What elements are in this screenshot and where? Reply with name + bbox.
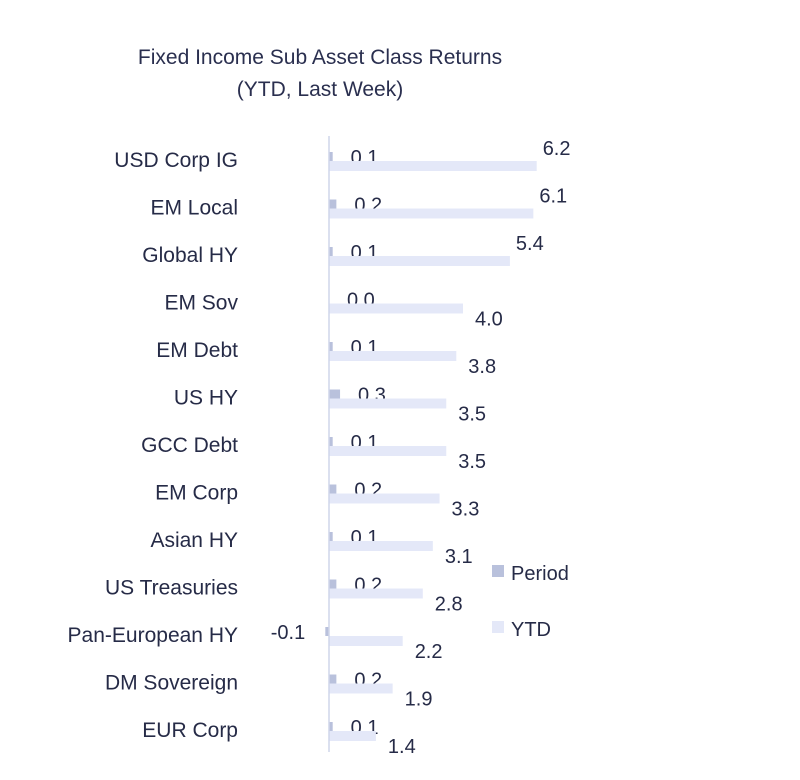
ytd-bar: [329, 731, 376, 741]
category-label: EUR Corp: [142, 719, 238, 742]
ytd-value-label: 2.2: [415, 641, 443, 663]
period-bar: [329, 389, 341, 399]
category-label: EM Debt: [156, 339, 238, 362]
ytd-value-label: 4.0: [475, 309, 503, 331]
period-bar: [329, 342, 333, 351]
ytd-value-label: 6.1: [539, 186, 567, 208]
ytd-bar: [329, 636, 403, 646]
ytd-bar: [329, 398, 447, 409]
legend-ytd-label: YTD: [511, 619, 551, 641]
ytd-value-label: 6.2: [543, 138, 571, 160]
ytd-bar: [329, 256, 510, 266]
category-label: EM Sov: [164, 292, 238, 315]
ytd-value-label: 3.8: [468, 356, 496, 378]
category-label: US Treasuries: [105, 577, 238, 600]
period-bar: [329, 199, 337, 209]
ytd-bar: [329, 351, 457, 361]
ytd-value-label: 3.3: [452, 499, 480, 521]
period-bar: [329, 437, 333, 446]
category-label: EM Corp: [155, 482, 238, 505]
ytd-value-label: 1.9: [405, 689, 433, 711]
period-bar: [329, 247, 333, 256]
ytd-bar: [329, 588, 423, 599]
category-label: US HY: [174, 387, 238, 410]
period-bar: [329, 152, 333, 161]
ytd-value-label: 5.4: [516, 233, 544, 255]
period-bar: [325, 627, 329, 636]
ytd-value-label: 2.8: [435, 594, 463, 616]
ytd-bar: [329, 541, 433, 551]
category-label: GCC Debt: [141, 434, 238, 457]
period-bar: [329, 674, 337, 684]
period-bar: [329, 484, 337, 494]
ytd-bar: [329, 446, 447, 456]
category-label: Asian HY: [150, 529, 238, 552]
ytd-bar: [329, 683, 393, 694]
period-bar: [329, 532, 333, 541]
legend-period-swatch: [492, 565, 504, 577]
ytd-value-label: 1.4: [388, 736, 416, 758]
ytd-value-label: 3.1: [445, 546, 473, 568]
chart-subtitle: (YTD, Last Week): [236, 78, 404, 101]
period-bar: [329, 722, 333, 731]
category-label: Global HY: [142, 244, 238, 267]
legend-period-label: Period: [511, 563, 569, 585]
ytd-bar: [329, 493, 440, 504]
category-label: USD Corp IG: [114, 149, 238, 172]
ytd-value-label: 3.5: [458, 451, 486, 473]
legend-ytd-swatch: [492, 621, 504, 633]
category-label: Pan-European HY: [68, 624, 238, 647]
legend: Period YTD: [492, 563, 569, 641]
ytd-value-label: 3.5: [458, 404, 486, 426]
ytd-bar: [329, 303, 463, 314]
ytd-bar: [329, 208, 534, 219]
category-label: DM Sovereign: [105, 672, 238, 695]
category-label: EM Local: [150, 197, 238, 220]
period-bar: [329, 579, 337, 589]
ytd-bar: [329, 161, 537, 171]
chart-title: Fixed Income Sub Asset Class Returns: [137, 46, 503, 69]
period-value-label: -0.1: [271, 622, 305, 644]
